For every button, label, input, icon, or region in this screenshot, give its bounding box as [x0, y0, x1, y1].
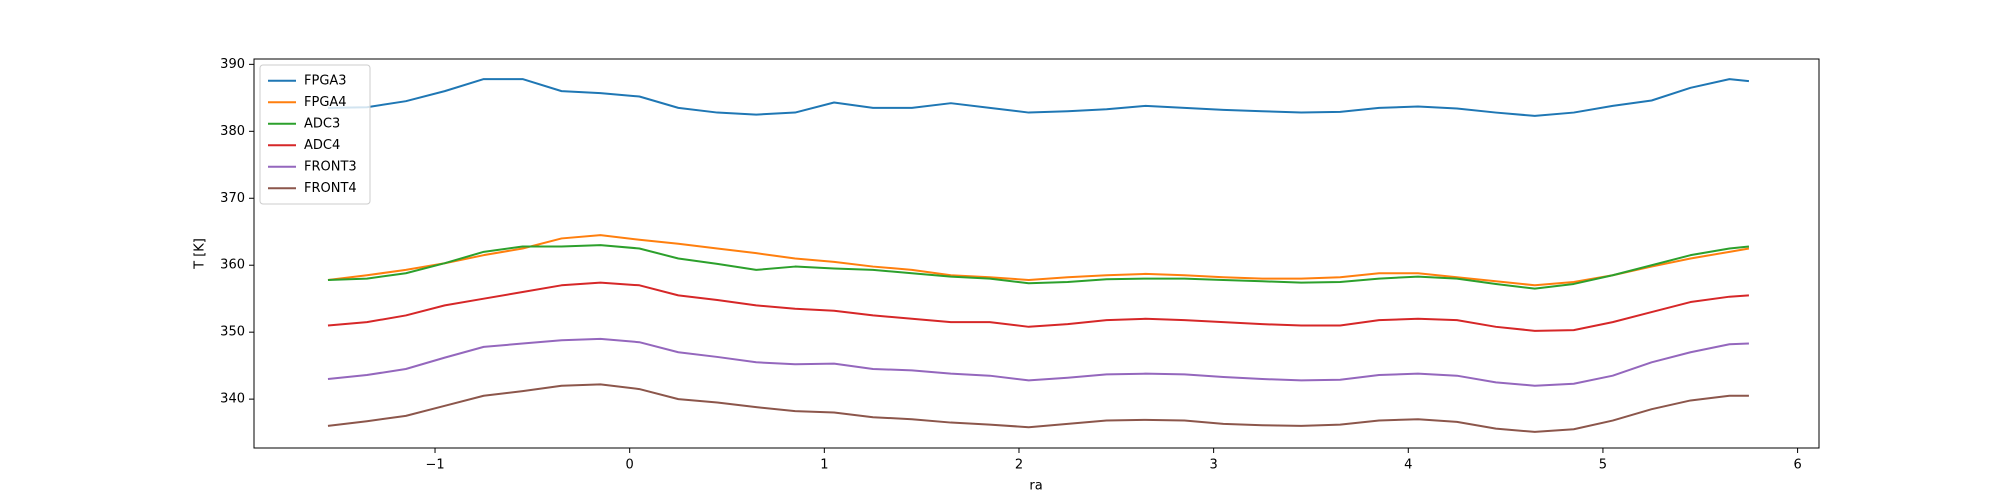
legend: FPGA3 FPGA4 ADC3 ADC4 FRONT3 FRONT4: [259, 64, 371, 205]
series-line: [327, 337, 1749, 387]
x-axis-label: ra: [1029, 479, 1042, 494]
x-tick-label: 2: [1015, 458, 1023, 473]
series-line: [327, 234, 1750, 287]
y-tick-label: 390: [220, 57, 245, 72]
legend-label: FRONT4: [304, 181, 357, 196]
x-tick-label: 0: [626, 458, 634, 473]
y-tick-label: 370: [220, 191, 245, 206]
y-tick-label: 380: [220, 124, 245, 139]
y-axis-label: T [K]: [193, 238, 208, 270]
x-tick-label: 4: [1404, 458, 1412, 473]
series-line: [327, 244, 1750, 290]
x-tick-label: −1: [425, 458, 444, 473]
legend-label: FPGA4: [304, 95, 347, 110]
y-tick-label: 340: [220, 392, 245, 407]
series-line: [327, 281, 1749, 332]
legend-label: FPGA3: [304, 73, 347, 88]
y-tick-label: 360: [220, 258, 245, 273]
x-tick-label: 5: [1599, 458, 1607, 473]
legend-label: ADC4: [304, 138, 340, 153]
legend-label: ADC3: [304, 116, 340, 131]
series-line: [327, 383, 1749, 433]
plot-frame: [253, 58, 1820, 449]
legend-label: FRONT3: [304, 159, 357, 174]
x-tick-label: 3: [1209, 458, 1217, 473]
x-tick-label: 6: [1793, 458, 1801, 473]
y-tick-label: 350: [220, 325, 245, 340]
x-tick-label: 1: [820, 458, 828, 473]
legend-box: [259, 64, 371, 205]
series-line: [327, 78, 1750, 117]
